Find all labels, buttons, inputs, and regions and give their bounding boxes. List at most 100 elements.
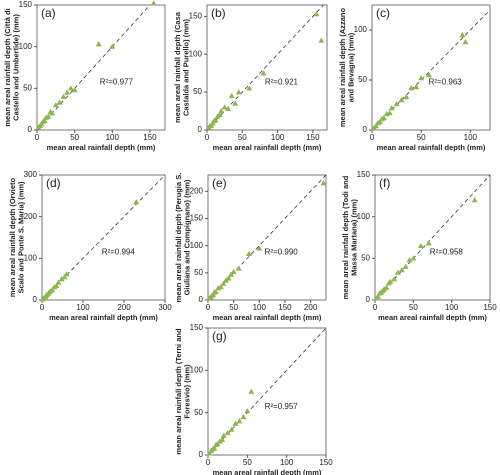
point xyxy=(375,293,382,299)
point xyxy=(388,105,395,111)
point xyxy=(219,436,226,442)
x-axis-label: mean areal rainfall depth (mm) xyxy=(213,468,322,475)
point xyxy=(403,94,410,100)
y-tick-label: 150 xyxy=(357,170,371,179)
point xyxy=(426,72,433,78)
point xyxy=(228,92,235,99)
plot-frame xyxy=(371,4,491,131)
x-axis-label: mean areal rainfall depth (mm) xyxy=(377,143,486,152)
y-tick-label: 100 xyxy=(354,25,368,34)
point xyxy=(221,104,228,110)
y-tick-label: 150 xyxy=(19,0,33,9)
panel-label: (g) xyxy=(212,329,227,343)
point xyxy=(235,265,242,271)
point xyxy=(244,407,251,414)
y-tick-label: 100 xyxy=(190,365,204,374)
y-axis-label: mean areal rainfall depth (Azzano xyxy=(338,7,347,127)
point xyxy=(236,418,243,424)
annotation: R²=0.994 xyxy=(102,248,136,257)
point xyxy=(49,110,56,116)
point xyxy=(217,283,224,290)
point xyxy=(380,115,387,121)
x-tick-label: 300 xyxy=(158,303,172,312)
y-axis-label: Castalda and Purello) (mm) xyxy=(181,18,190,116)
point xyxy=(235,89,242,95)
annotation: R²=0.921 xyxy=(265,78,299,87)
annotation: R²=0.957 xyxy=(265,402,299,411)
panel-label: (e) xyxy=(212,176,227,190)
x-tick-label: 100 xyxy=(106,133,120,142)
point xyxy=(109,43,116,49)
x-tick-label: 50 xyxy=(229,303,238,312)
point xyxy=(232,420,239,426)
x-tick-label: 100 xyxy=(76,303,90,312)
panel-label: (c) xyxy=(376,6,390,20)
point xyxy=(240,413,247,420)
y-tick-label: 50 xyxy=(361,253,370,262)
point xyxy=(256,245,263,251)
point xyxy=(387,278,394,284)
point xyxy=(224,429,231,436)
point xyxy=(406,257,413,263)
point xyxy=(320,180,327,186)
annotation: R²=0.963 xyxy=(429,78,463,87)
point xyxy=(216,111,223,118)
point xyxy=(248,388,255,394)
plot-frame xyxy=(36,4,166,131)
point xyxy=(67,85,74,91)
point xyxy=(228,426,235,432)
point xyxy=(413,84,420,90)
y-tick-label: 0 xyxy=(198,125,203,134)
y-tick-label: 100 xyxy=(190,241,204,250)
point xyxy=(471,197,478,203)
x-tick-label: 0 xyxy=(35,133,40,142)
y-tick-label: 100 xyxy=(19,42,33,51)
x-tick-label: 50 xyxy=(70,133,79,142)
x-tick-label: 100 xyxy=(280,458,294,467)
y-tick-label: 0 xyxy=(28,125,33,134)
point xyxy=(383,284,390,290)
plot-frame xyxy=(41,174,166,301)
y-tick-label: 200 xyxy=(24,212,38,221)
y-tick-label: 300 xyxy=(24,170,38,179)
point xyxy=(225,275,232,281)
point xyxy=(313,11,320,17)
panel-label: (d) xyxy=(46,176,61,190)
plot-frame xyxy=(207,327,327,456)
y-axis-label: mean areal rainfall depth (Perugia S. xyxy=(174,173,183,303)
x-tick-label: 100 xyxy=(464,133,478,142)
point xyxy=(60,93,67,99)
point xyxy=(58,276,65,282)
x-tick-label: 50 xyxy=(409,303,418,312)
panel-label: (b) xyxy=(211,6,226,20)
y-tick-label: 50 xyxy=(194,268,203,277)
x-axis-label: mean areal rainfall depth (mm) xyxy=(378,313,487,322)
point xyxy=(61,274,68,280)
x-tick-label: 150 xyxy=(319,458,333,467)
x-tick-label: 0 xyxy=(373,303,378,312)
point xyxy=(150,0,157,6)
point xyxy=(393,101,400,107)
y-tick-label: 100 xyxy=(24,253,38,262)
point xyxy=(41,117,48,124)
point xyxy=(398,97,405,103)
y-tick-label: 150 xyxy=(190,214,204,223)
x-tick-label: 0 xyxy=(205,133,210,142)
x-tick-label: 100 xyxy=(253,303,267,312)
point xyxy=(408,85,415,91)
y-tick-label: 50 xyxy=(23,83,32,92)
point xyxy=(56,99,63,105)
x-axis-label: mean areal rainfall depth (mm) xyxy=(213,143,322,152)
reference-line xyxy=(206,4,324,131)
annotation: R²=0.990 xyxy=(265,248,299,257)
point xyxy=(212,288,219,295)
y-axis-label: mean areal rainfall depth (Todi and xyxy=(341,175,350,299)
panel-label: (a) xyxy=(41,6,56,20)
point xyxy=(462,39,469,45)
x-tick-label: 100 xyxy=(445,303,459,312)
point xyxy=(318,37,325,43)
point xyxy=(45,113,52,119)
point xyxy=(232,100,239,106)
y-axis-label: Massa Martana) (mm) xyxy=(349,199,358,276)
